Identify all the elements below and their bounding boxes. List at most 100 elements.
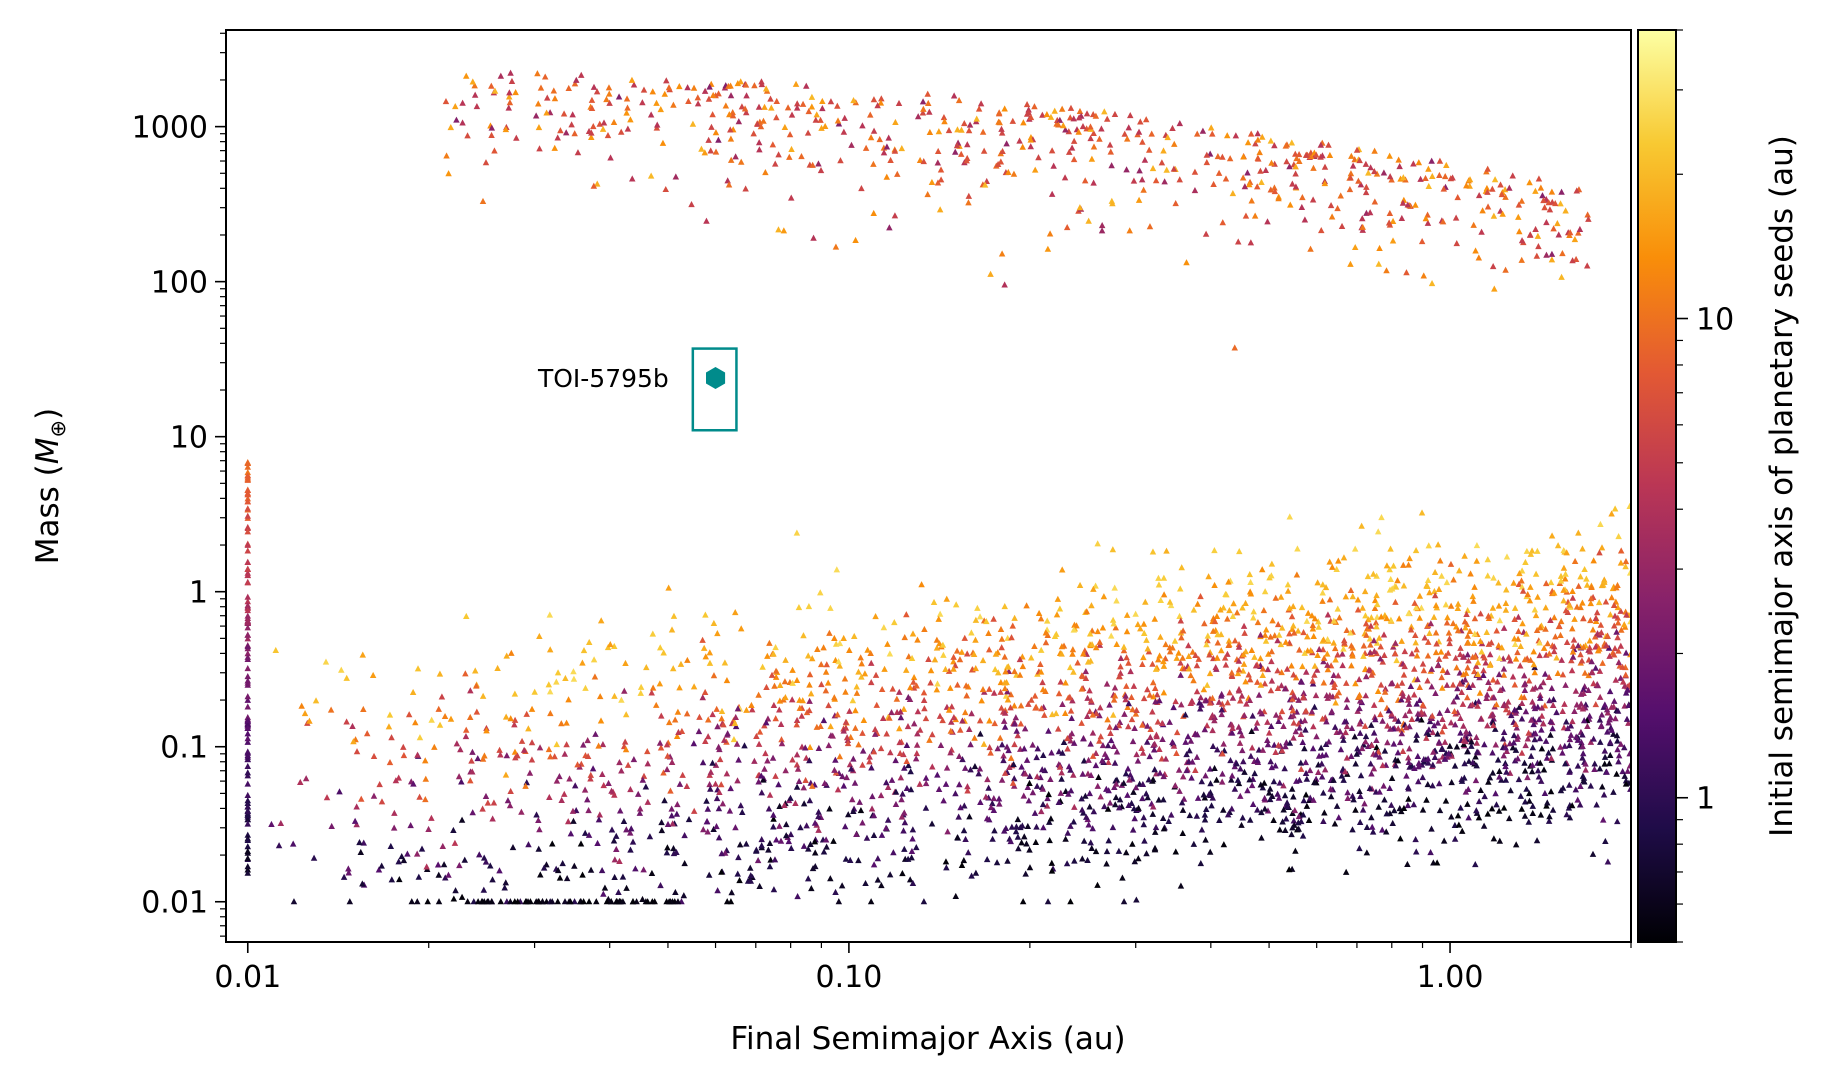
scatter-point (244, 463, 252, 470)
scatter-point (1579, 742, 1586, 750)
scatter-point (1089, 825, 1096, 832)
scatter-point (1612, 715, 1619, 722)
scatter-point (1125, 700, 1133, 707)
scatter-point (1261, 588, 1269, 595)
scatter-point (1120, 643, 1128, 650)
scatter-point (1092, 112, 1100, 119)
scatter-point (1343, 626, 1351, 634)
scatter-point (622, 659, 629, 667)
scatter-point (1503, 553, 1511, 560)
scatter-point (1443, 681, 1451, 688)
scatter-point (1531, 606, 1539, 613)
scatter-point (1056, 763, 1064, 770)
scatter-point (1427, 848, 1434, 856)
scatter-point (1007, 838, 1014, 845)
scatter-point (462, 72, 470, 79)
scatter-point (1143, 636, 1150, 643)
scatter-point (871, 726, 879, 733)
scatter-point (1608, 703, 1615, 710)
scatter-point (1615, 647, 1622, 654)
scatter-point (747, 877, 755, 884)
scatter-point (1615, 752, 1623, 759)
scatter-point (851, 779, 859, 786)
scatter-point (1586, 637, 1594, 644)
scatter-point (1193, 688, 1201, 695)
scatter-point (1614, 619, 1622, 626)
scatter-point (971, 763, 979, 770)
scatter-point (1370, 765, 1378, 772)
scatter-point (1136, 167, 1143, 174)
scatter-point (1163, 547, 1170, 554)
scatter-point (1396, 739, 1404, 746)
scatter-point (1177, 671, 1184, 678)
scatter-point (1424, 621, 1432, 629)
scatter-point (1243, 700, 1250, 707)
scatter-point (1224, 650, 1231, 657)
scatter-point (1011, 720, 1018, 727)
scatter-point (1271, 142, 1278, 149)
scatter-point (496, 746, 503, 753)
scatter-point (1493, 801, 1500, 808)
scatter-point (1601, 701, 1609, 708)
scatter-point (803, 754, 810, 761)
scatter-point (1394, 757, 1402, 764)
scatter-point (1530, 661, 1538, 668)
scatter-point (924, 191, 931, 198)
scatter-point (1213, 612, 1221, 619)
scatter-point (1043, 617, 1051, 624)
scatter-point (715, 805, 723, 812)
scatter-point (926, 128, 934, 135)
scatter-point (1073, 622, 1080, 629)
scatter-point (1206, 669, 1214, 677)
scatter-point (1240, 660, 1248, 667)
scatter-point (1480, 822, 1488, 829)
scatter-point (590, 656, 598, 663)
scatter-point (1403, 269, 1410, 276)
scatter-point (512, 89, 519, 96)
scatter-point (1323, 691, 1330, 699)
scatter-point (452, 887, 459, 894)
scatter-point (1606, 738, 1614, 745)
scatter-point (1039, 785, 1047, 792)
scatter-point (721, 736, 728, 743)
scatter-point (937, 166, 945, 173)
scatter-point (1193, 812, 1201, 819)
scatter-point (670, 844, 677, 852)
scatter-point (1043, 110, 1051, 118)
scatter-point (1614, 634, 1621, 641)
scatter-point (901, 633, 908, 641)
scatter-point (1394, 577, 1401, 584)
scatter-point (1457, 714, 1464, 722)
scatter-point (793, 716, 801, 724)
scatter-point (1241, 629, 1248, 636)
scatter-point (965, 192, 973, 199)
scatter-point (322, 658, 330, 665)
scatter-point (1160, 147, 1167, 154)
scatter-point (899, 870, 906, 877)
scatter-point (1351, 545, 1359, 552)
scatter-point (548, 898, 556, 905)
scatter-point (1429, 172, 1436, 180)
scatter-point (1041, 711, 1048, 718)
scatter-point (1490, 694, 1498, 701)
scatter-point (827, 98, 835, 105)
scatter-point (1465, 814, 1472, 821)
scatter-point (860, 716, 868, 724)
scatter-point (1226, 155, 1234, 162)
scatter-point (1023, 101, 1031, 108)
scatter-point (1246, 571, 1253, 578)
scatter-point (1150, 693, 1157, 700)
scatter-point (1429, 782, 1436, 789)
scatter-point (1047, 815, 1055, 822)
scatter-point (921, 625, 928, 632)
scatter-point (841, 675, 849, 682)
scatter-point (1133, 896, 1140, 903)
scatter-point (1540, 720, 1547, 727)
scatter-point (1342, 728, 1349, 736)
scatter-point (1292, 170, 1299, 177)
scatter-point (1500, 752, 1508, 759)
scatter-point (1399, 199, 1407, 206)
scatter-point (706, 83, 713, 90)
scatter-point (1587, 782, 1595, 789)
scatter-point (1016, 671, 1024, 678)
